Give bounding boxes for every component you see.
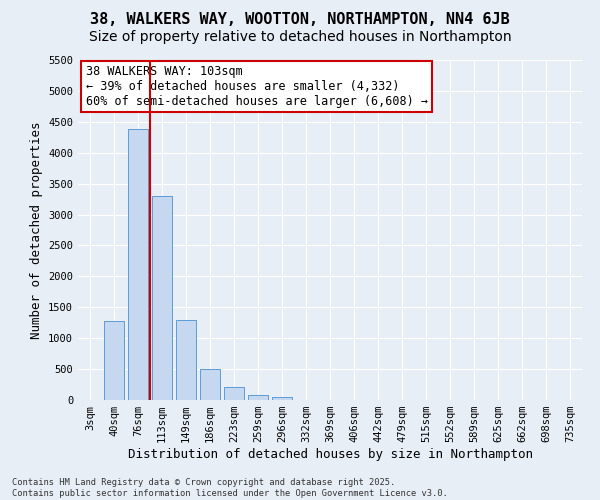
Bar (200, 369, 220, 400)
Text: 38 WALKERS WAY: 103sqm
← 39% of detached houses are smaller (4,332)
60% of semi-: 38 WALKERS WAY: 103sqm ← 39% of detached… (86, 65, 428, 108)
Text: Contains HM Land Registry data © Crown copyright and database right 2025.
Contai: Contains HM Land Registry data © Crown c… (12, 478, 448, 498)
Text: Size of property relative to detached houses in Northampton: Size of property relative to detached ho… (89, 30, 511, 44)
Bar (104, 322, 124, 400)
Bar (152, 196, 172, 400)
Y-axis label: Number of detached properties: Number of detached properties (29, 121, 43, 339)
Bar (248, 395, 268, 400)
Bar (128, 129, 148, 400)
X-axis label: Distribution of detached houses by size in Northampton: Distribution of detached houses by size … (128, 448, 533, 461)
Bar (272, 397, 292, 400)
Bar (176, 320, 196, 400)
Bar (224, 386, 244, 400)
Text: 38, WALKERS WAY, WOOTTON, NORTHAMPTON, NN4 6JB: 38, WALKERS WAY, WOOTTON, NORTHAMPTON, N… (90, 12, 510, 28)
